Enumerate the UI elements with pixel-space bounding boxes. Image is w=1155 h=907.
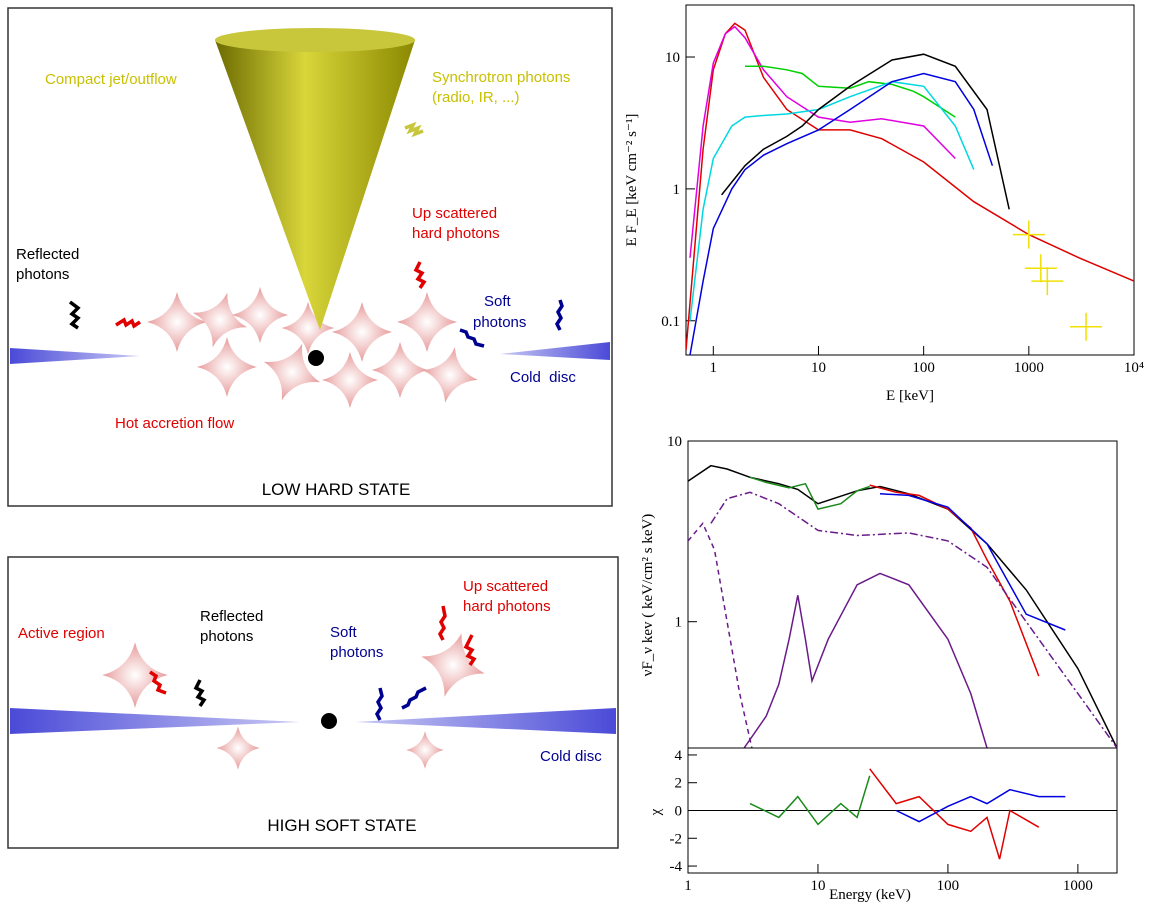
panel-frame xyxy=(7,556,619,849)
label: Soft xyxy=(484,293,512,310)
diagram-title: LOW HARD STATE xyxy=(262,480,411,499)
label: Compact jet/outflow xyxy=(45,71,177,88)
y-tick-label: 0 xyxy=(675,804,683,820)
label: Active region xyxy=(18,625,105,642)
jet-top xyxy=(215,28,415,52)
cold-disc xyxy=(10,708,300,734)
cold-disc xyxy=(500,342,610,360)
y-tick-label: 1 xyxy=(675,615,683,631)
data-point xyxy=(1070,312,1103,341)
x-tick-label: 100 xyxy=(912,360,935,376)
x-tick-label: 1 xyxy=(684,878,692,894)
photon-arrows xyxy=(149,605,477,721)
data-point xyxy=(1012,220,1045,249)
series-line xyxy=(749,775,871,826)
series-line xyxy=(710,491,1117,748)
chart: 1 10 νF_ν kev ( keV/cm² s keV) xyxy=(640,434,1118,749)
label: Reflected xyxy=(16,246,79,263)
label: Reflected xyxy=(200,608,263,625)
y-tick-label: 0.1 xyxy=(661,314,680,330)
label: Synchrotron photons xyxy=(432,69,570,86)
series-line xyxy=(686,22,1134,351)
plot-frame xyxy=(685,4,1135,356)
x-axis-label: Energy (keV) xyxy=(829,887,911,903)
series-line xyxy=(749,476,870,510)
x-tick-label: 1000 xyxy=(1014,360,1044,376)
y-tick-label: 2 xyxy=(675,776,683,792)
series-line xyxy=(688,464,1117,748)
y-tick-label: 10 xyxy=(665,50,680,66)
black-hole xyxy=(321,713,337,729)
label: photons xyxy=(330,644,383,661)
data-point xyxy=(1031,267,1064,296)
series-group xyxy=(688,464,1117,748)
series-line xyxy=(689,25,956,258)
x-tick-label: 1 xyxy=(710,360,718,376)
label: Up scattered xyxy=(412,205,497,222)
y-tick-label: 1 xyxy=(673,182,681,198)
x-tick-label: 10⁴ xyxy=(1124,360,1144,376)
cold-disc xyxy=(10,348,140,364)
y-tick-label: -4 xyxy=(670,859,683,875)
series-line xyxy=(879,493,1066,631)
diagram-title: HIGH SOFT STATE xyxy=(267,816,416,835)
label: Soft xyxy=(330,624,358,641)
label: Cold disc xyxy=(540,748,602,765)
y-axis-label: E F_E [keV cm⁻² s⁻¹] xyxy=(624,114,640,247)
series-line xyxy=(721,53,1010,210)
x-axis-label: E [keV] xyxy=(886,388,934,404)
y-tick-label: 4 xyxy=(675,748,683,764)
plot-frame xyxy=(687,440,1118,749)
y-axis-label: νF_ν kev ( keV/cm² s keV) xyxy=(640,514,656,677)
label: hard photons xyxy=(463,598,551,615)
label: hard photons xyxy=(412,225,500,242)
low-hard-diagram: Compact jet/outflow Synchrotron photons … xyxy=(7,7,613,507)
cold-disc xyxy=(355,708,616,734)
x-tick-label: 1000 xyxy=(1063,878,1093,894)
label: Hot accretion flow xyxy=(115,415,234,432)
x-tick-label: 100 xyxy=(937,878,960,894)
y-tick-label: -2 xyxy=(670,831,683,847)
chart: 1 10 100 1000 10⁴ 0.1 1 10 E [keV] E F_E [keV cm⁻… xyxy=(624,4,1144,404)
chart: 1 10 100 1000 -4 -2 0 2 4 Energy (keV) χ xyxy=(648,747,1118,903)
label: Cold disc xyxy=(510,369,576,386)
series-line xyxy=(743,572,988,748)
data-point xyxy=(1024,254,1057,283)
series-line xyxy=(689,80,975,321)
high-soft-diagram: Active region Reflected photons Up scatt… xyxy=(7,556,619,849)
y-axis-label: χ xyxy=(648,808,664,816)
series-line xyxy=(689,72,994,355)
x-tick-label: 10 xyxy=(810,878,825,894)
x-tick-label: 10 xyxy=(811,360,826,376)
label: (radio, IR, ...) xyxy=(432,89,520,106)
jet-cone xyxy=(215,40,415,330)
label: photons xyxy=(473,314,526,331)
series-group xyxy=(749,768,1066,860)
series-line xyxy=(688,522,753,748)
black-hole xyxy=(308,350,324,366)
photon-arrows xyxy=(68,121,564,348)
series-group xyxy=(686,22,1134,355)
label: photons xyxy=(200,628,253,645)
series-line xyxy=(869,768,1040,860)
series-line xyxy=(895,788,1066,823)
series-line xyxy=(745,65,956,118)
label: Up scattered xyxy=(463,578,548,595)
y-tick-label: 10 xyxy=(667,434,682,450)
label: photons xyxy=(16,266,69,283)
